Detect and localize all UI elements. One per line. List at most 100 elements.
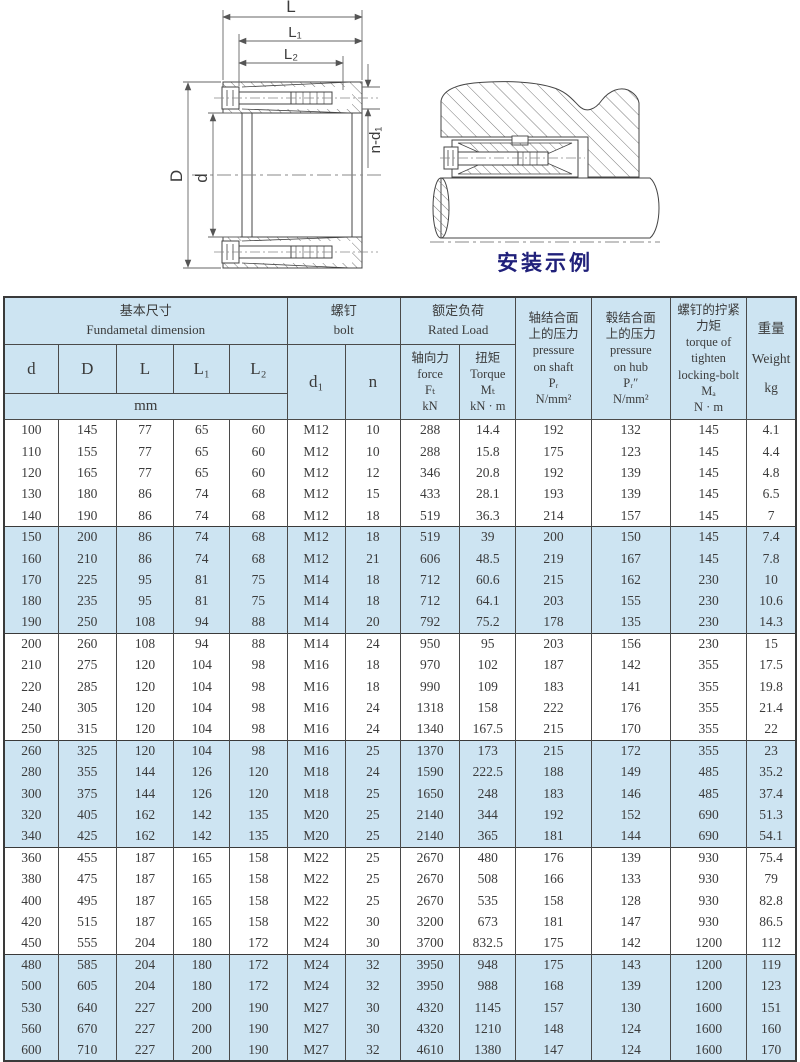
table-cell: 260	[3, 739, 59, 762]
table-cell: 214	[515, 505, 592, 527]
table-cell: 104	[173, 676, 231, 698]
table-cell: 1650	[399, 783, 461, 805]
table-cell: 10.6	[746, 590, 797, 613]
table-cell: 120	[115, 676, 175, 698]
table-cell: M24	[286, 932, 346, 955]
table-cell: 515	[57, 911, 117, 933]
table-cell: 135	[590, 612, 671, 634]
table-cell: 145	[669, 483, 748, 506]
table-cell: 275	[57, 654, 117, 677]
table-cell: 155	[590, 590, 671, 613]
table-cell: 187	[515, 654, 592, 677]
table-cell: 98	[229, 697, 288, 719]
table-cell: 15	[344, 483, 401, 506]
table-row: 530 640 227 200 190 M27 30 4320 1145 157 130 1600 15…	[3, 997, 797, 1019]
table-cell: 86	[115, 505, 175, 527]
table-cell: 1590	[399, 761, 461, 784]
table-cell: 930	[669, 911, 748, 933]
table-row: 140 190 86 74 68 M12 18 519 36.3 214 157 145 7	[3, 505, 797, 527]
table-cell: 355	[669, 718, 748, 741]
table-cell: 15.8	[459, 440, 517, 463]
table-cell: 340	[3, 825, 59, 848]
table-cell: 712	[399, 569, 461, 591]
table-cell: 585	[57, 953, 117, 976]
table-cell: 10	[344, 440, 401, 463]
table-cell: 14.4	[459, 419, 517, 441]
table-cell: 65	[173, 462, 231, 484]
table-cell: 235	[57, 590, 117, 613]
table-cell: 180	[173, 975, 231, 998]
table-row: 600 710 227 200 190 M27 32 4610 1380 147 124 1600 17…	[3, 1039, 797, 1062]
table-cell: 7	[746, 505, 797, 527]
table-cell: 143	[590, 953, 671, 976]
table-cell: 151	[746, 997, 797, 1019]
table-cell: 65	[173, 419, 231, 441]
table-cell: 690	[669, 825, 748, 848]
table-cell: 165	[173, 890, 231, 912]
header-col-d1: d₁	[286, 344, 346, 420]
table-cell: 248	[459, 783, 517, 805]
table-cell: 175	[515, 932, 592, 955]
table-row: 200 260 108 94 88 M14 24 950 95 203 156 230 15	[3, 632, 797, 655]
table-cell: 75	[229, 569, 288, 591]
table-cell: 170	[3, 569, 59, 591]
table-cell: 222.5	[459, 761, 517, 784]
table-cell: 30	[344, 932, 401, 955]
table-cell: 124	[590, 1039, 671, 1062]
table-cell: 180	[3, 590, 59, 613]
table-cell: 346	[399, 462, 461, 484]
table-cell: 204	[115, 932, 175, 955]
table-cell: 120	[229, 761, 288, 784]
table-cell: 433	[399, 483, 461, 506]
table-cell: 3950	[399, 953, 461, 976]
table-cell: 288	[399, 419, 461, 441]
table-cell: 2670	[399, 890, 461, 912]
table-row: 180 235 95 81 75 M14 18 712 64.1 203 155 230 10.6	[3, 590, 797, 613]
table-cell: 32	[344, 1039, 401, 1062]
table-cell: 24	[344, 697, 401, 719]
table-cell: 173	[459, 739, 517, 762]
table-cell: 219	[515, 547, 592, 570]
table-cell: 74	[173, 525, 231, 548]
table-cell: 60.6	[459, 569, 517, 591]
table-cell: 355	[57, 761, 117, 784]
table-cell: 168	[515, 975, 592, 998]
table-cell: 139	[590, 483, 671, 506]
header-basic-dimension: 基本尺寸 Fundametal dimension	[3, 296, 288, 345]
table-row: 170 225 95 81 75 M14 18 712 60.6 215 162 230 10	[3, 569, 797, 591]
table-cell: 193	[515, 483, 592, 506]
table-cell: M14	[286, 569, 346, 591]
table-cell: 81	[173, 590, 231, 613]
table-cell: 640	[57, 997, 117, 1019]
table-cell: 355	[669, 697, 748, 719]
table-cell: 606	[399, 547, 461, 570]
table-cell: 260	[57, 632, 117, 655]
table-cell: 172	[590, 739, 671, 762]
table-cell: 94	[173, 632, 231, 655]
table-cell: 30	[344, 997, 401, 1019]
table-cell: 519	[399, 525, 461, 548]
table-cell: 98	[229, 718, 288, 741]
table-cell: 139	[590, 846, 671, 869]
table-cell: 160	[746, 1018, 797, 1040]
table-cell: 10	[746, 569, 797, 591]
table-cell: 141	[590, 676, 671, 698]
table-cell: 162	[590, 569, 671, 591]
table-cell: 508	[459, 868, 517, 891]
header-col-n: n	[344, 344, 401, 420]
table-cell: 560	[3, 1018, 59, 1040]
header-bolt: 螺钉 bolt	[286, 296, 401, 345]
table-cell: M20	[286, 825, 346, 848]
table-cell: 18	[344, 654, 401, 677]
table-cell: 187	[115, 890, 175, 912]
table-cell: M12	[286, 547, 346, 570]
table-cell: 25	[344, 890, 401, 912]
table-cell: M16	[286, 739, 346, 762]
table-cell: 7.8	[746, 547, 797, 570]
table-cell: 240	[3, 697, 59, 719]
table-cell: 183	[515, 783, 592, 805]
table-cell: 77	[115, 440, 175, 463]
table-cell: 176	[590, 697, 671, 719]
table-row: 150 200 86 74 68 M12 18 519 39 200 150 145 7.4	[3, 525, 797, 548]
table-cell: 230	[669, 612, 748, 634]
